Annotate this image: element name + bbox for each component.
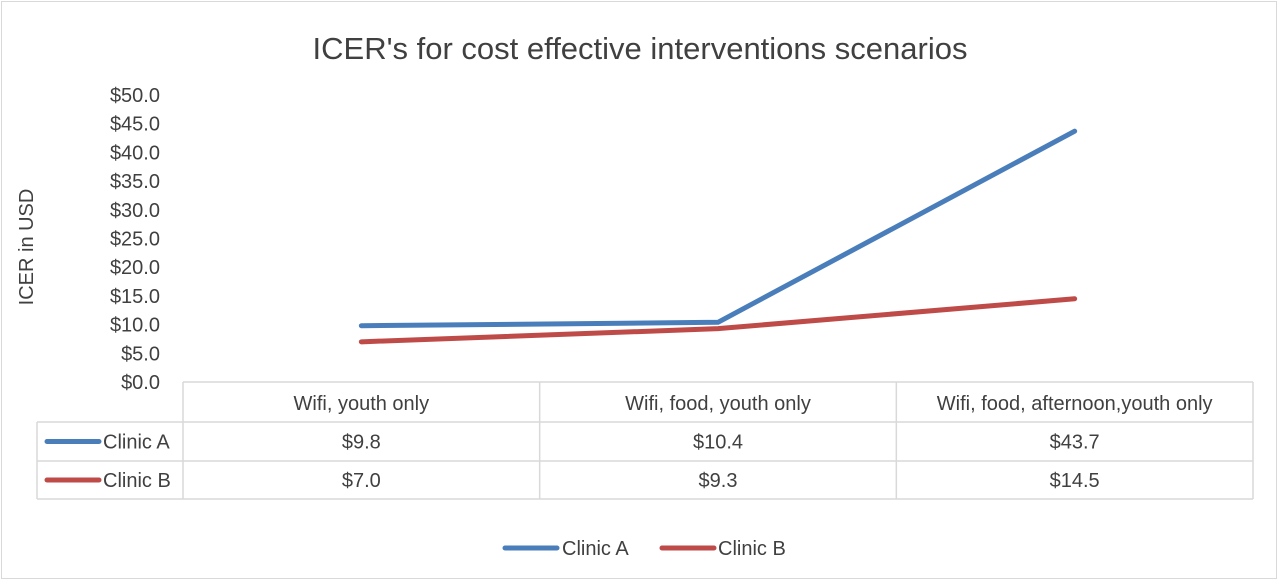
y-tick-label: $10.0 [110, 315, 160, 337]
category-label: Wifi, food, youth only [625, 393, 811, 415]
table-series-name: Clinic A [103, 432, 170, 454]
y-tick-label: $45.0 [110, 114, 160, 136]
y-tick-label: $15.0 [110, 286, 160, 308]
series-line-clinic-b [358, 296, 1078, 345]
y-tick-label: $25.0 [110, 229, 160, 251]
y-tick-label: $40.0 [110, 142, 160, 164]
legend-label: Clinic B [718, 538, 786, 560]
y-tick-label: $35.0 [110, 171, 160, 193]
y-axis-ticks: $0.0 $5.0 $10.0 $15.0 $20.0 $25.0 $30.0 $35.0 $4… [110, 85, 160, 394]
series-lines [358, 128, 1078, 345]
data-label: $7.0 [342, 470, 381, 492]
y-tick-label: $30.0 [110, 200, 160, 222]
y-tick-label: $5.0 [121, 343, 160, 365]
data-label: $43.7 [1050, 432, 1100, 454]
chart-title: ICER's for cost effective interventions … [313, 31, 968, 66]
legend: Clinic A Clinic B [502, 538, 786, 560]
data-label: $10.4 [693, 432, 743, 454]
data-label: $14.5 [1050, 470, 1100, 492]
data-table-grid [36, 381, 1254, 500]
y-axis-label: ICER in USD [16, 189, 38, 306]
y-tick-label: $50.0 [110, 85, 160, 107]
legend-label: Clinic A [562, 538, 629, 560]
data-label: $9.8 [342, 432, 381, 454]
y-tick-label: $20.0 [110, 257, 160, 279]
series-line-clinic-a [358, 128, 1078, 329]
table-series-name: Clinic B [103, 470, 171, 492]
data-label: $9.3 [699, 470, 738, 492]
category-label: Wifi, youth only [294, 393, 430, 415]
y-tick-label: $0.0 [121, 372, 160, 394]
category-label: Wifi, food, afternoon,youth only [937, 393, 1213, 415]
data-table: Wifi, youth only Wifi, food, youth only Wi… [44, 393, 1213, 492]
